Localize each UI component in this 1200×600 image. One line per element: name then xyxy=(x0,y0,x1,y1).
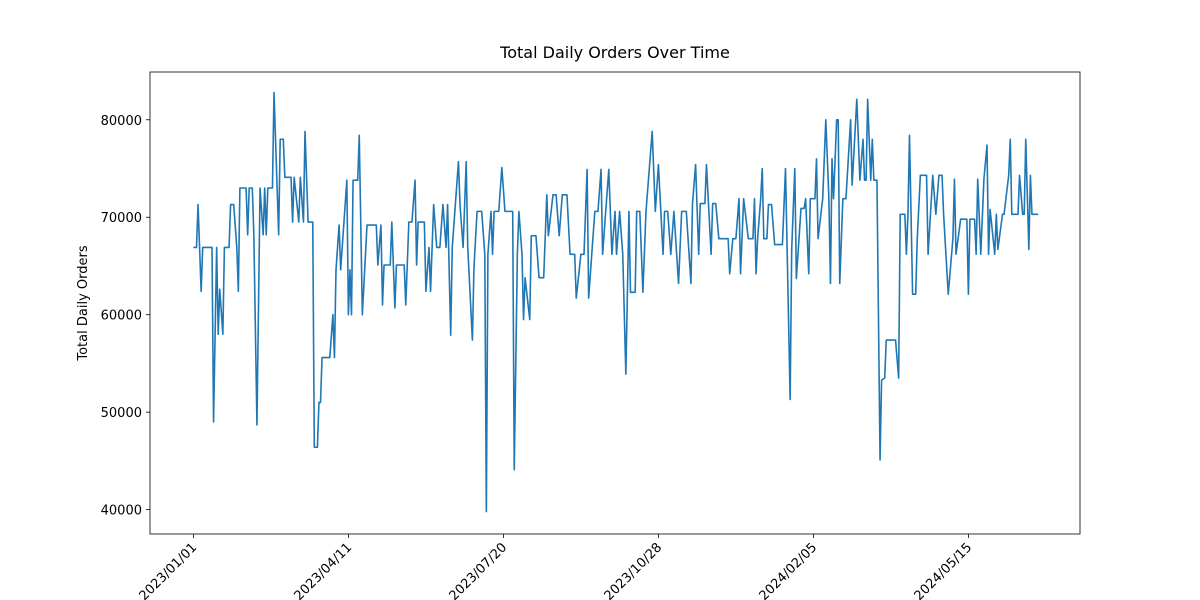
y-axis-label: Total Daily Orders xyxy=(76,245,91,361)
y-tick-label: 40000 xyxy=(101,504,142,519)
chart-title: Total Daily Orders Over Time xyxy=(499,43,730,62)
y-tick-label: 70000 xyxy=(101,211,142,226)
y-tick-label: 50000 xyxy=(101,406,142,421)
plot-frame xyxy=(149,71,1081,535)
data-line xyxy=(193,91,1039,513)
y-tick-label: 60000 xyxy=(101,309,142,324)
y-tick-label: 80000 xyxy=(101,114,142,129)
